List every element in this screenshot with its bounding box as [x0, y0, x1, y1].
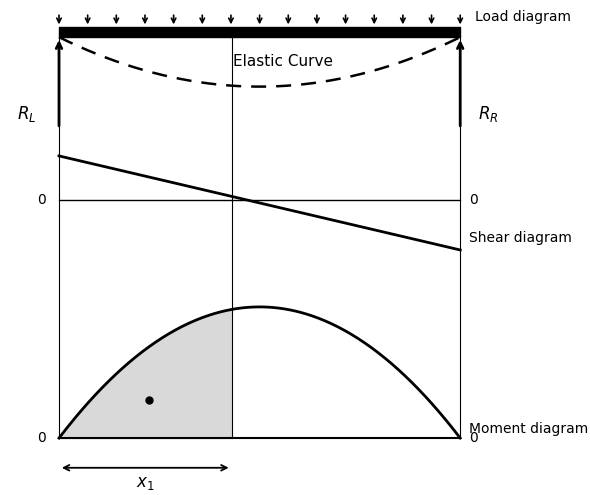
Text: $R_R$: $R_R$ [478, 104, 499, 124]
Text: Load diagram: Load diagram [475, 10, 571, 24]
Text: 0: 0 [37, 194, 46, 207]
Text: 0: 0 [469, 194, 478, 207]
Text: Moment diagram: Moment diagram [469, 422, 588, 436]
Text: $R_L$: $R_L$ [17, 104, 36, 124]
Text: Shear diagram: Shear diagram [469, 231, 572, 245]
Text: 0: 0 [37, 431, 46, 445]
Text: 0: 0 [469, 431, 478, 445]
Text: $x_1$: $x_1$ [136, 474, 155, 492]
Text: Elastic Curve: Elastic Curve [233, 54, 333, 69]
